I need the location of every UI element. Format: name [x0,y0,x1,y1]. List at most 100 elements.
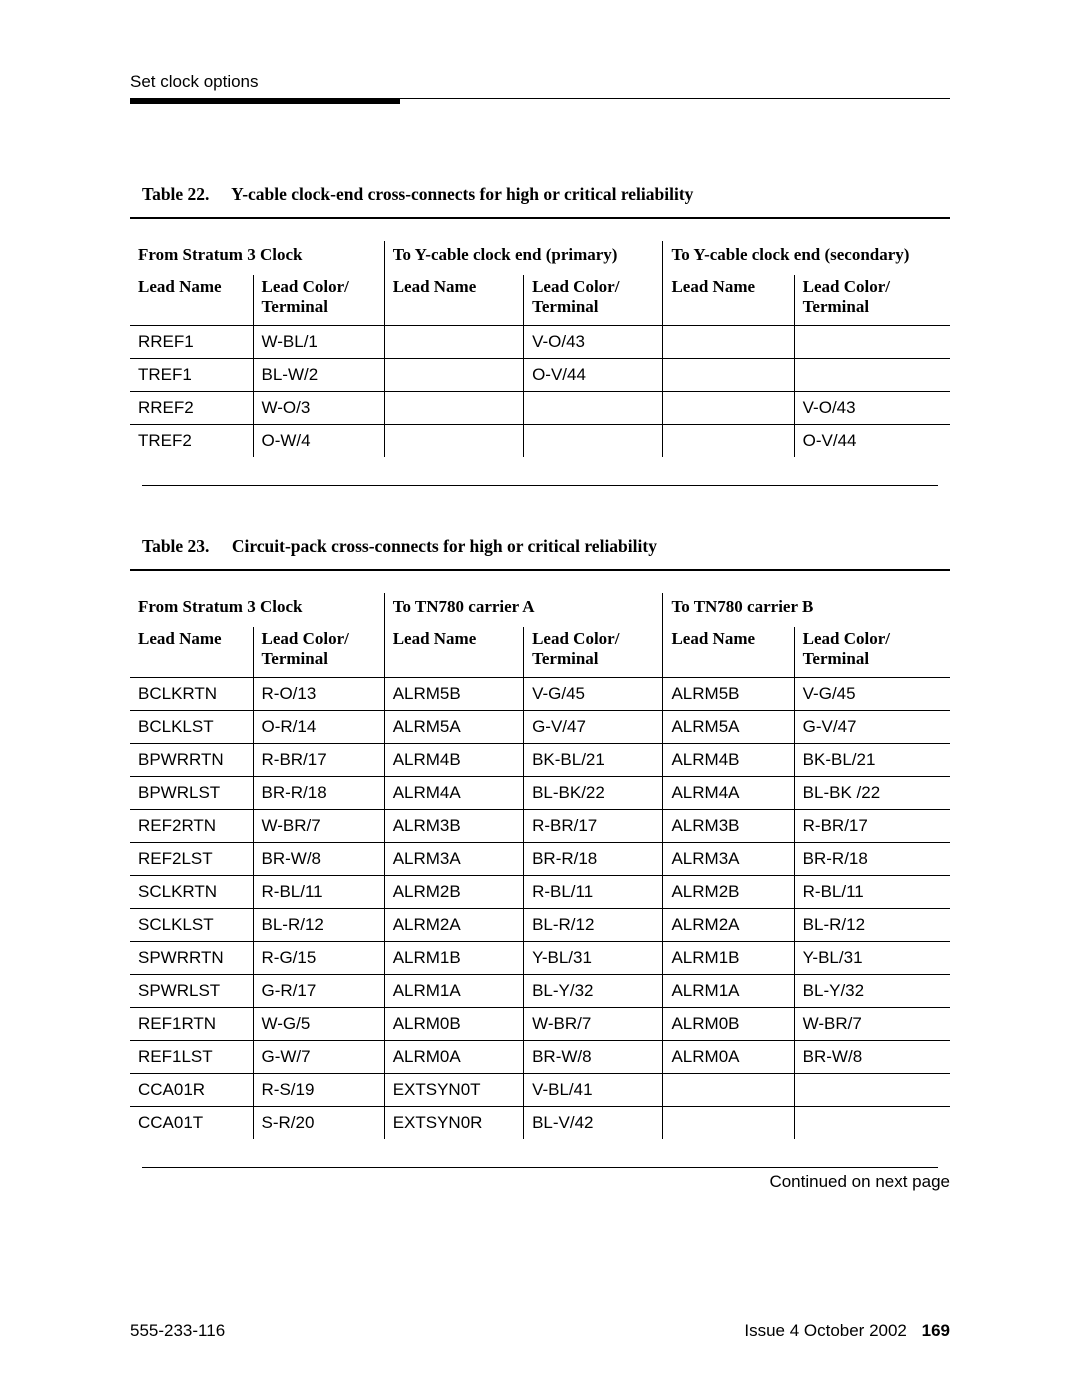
table-cell: O-W/4 [253,425,384,458]
table-cell [524,392,663,425]
table-cell: V-G/45 [794,678,950,711]
table-cell: ALRM1A [384,975,523,1008]
table-22-col-header-row: Lead NameLead Color/ TerminalLead NameLe… [130,275,950,326]
table-cell: BL-BK /22 [794,777,950,810]
table-cell: BK-BL/21 [524,744,663,777]
table-cell: ALRM0B [663,1008,794,1041]
table-22-body: RREF1W-BL/1V-O/43TREF1BL-W/2O-V/44RREF2W… [130,326,950,458]
table-cell: SPWRRTN [130,942,253,975]
table-22: From Stratum 3 ClockTo Y-cable clock end… [130,241,950,457]
table-cell: BCLKLST [130,711,253,744]
table-cell: BL-V/42 [524,1107,663,1140]
table-cell: SCLKRTN [130,876,253,909]
table-row: REF2RTNW-BR/7ALRM3BR-BR/17ALRM3BR-BR/17 [130,810,950,843]
table-cell: V-O/43 [794,392,950,425]
table-cell: REF1LST [130,1041,253,1074]
table-cell: R-BL/11 [794,876,950,909]
col-header-cell: Lead Name [663,275,794,326]
table-cell: BR-W/8 [794,1041,950,1074]
col-header-cell: Lead Color/ Terminal [524,275,663,326]
table-cell: BK-BL/21 [794,744,950,777]
table-cell: BR-R/18 [794,843,950,876]
table-cell: R-BL/11 [524,876,663,909]
table-cell [663,425,794,458]
table-cell: BPWRLST [130,777,253,810]
col-header-cell: Lead Name [130,627,253,678]
group-header-cell: To TN780 carrier A [384,593,663,627]
table-cell: BCLKRTN [130,678,253,711]
table-cell: BL-Y/32 [794,975,950,1008]
table-row: REF1LSTG-W/7ALRM0ABR-W/8ALRM0ABR-W/8 [130,1041,950,1074]
table-cell: BL-BK/22 [524,777,663,810]
table-row: BPWRLSTBR-R/18ALRM4ABL-BK/22ALRM4ABL-BK … [130,777,950,810]
table-cell [384,326,523,359]
col-header-cell: Lead Color/ Terminal [794,627,950,678]
table-cell: BL-Y/32 [524,975,663,1008]
table-cell: ALRM4A [384,777,523,810]
table-cell [794,359,950,392]
table-23-caption-label: Table 23. [142,536,209,557]
table-row: SPWRRTNR-G/15ALRM1BY-BL/31ALRM1BY-BL/31 [130,942,950,975]
table-22-block: Table 22. Y-cable clock-end cross-connec… [130,184,950,486]
table-cell: G-V/47 [794,711,950,744]
table-cell: BR-R/18 [524,843,663,876]
table-cell: O-V/44 [524,359,663,392]
table-cell: BL-R/12 [524,909,663,942]
table-cell [384,392,523,425]
table-23-block: Table 23. Circuit-pack cross-connects fo… [130,536,950,1192]
table-cell: TREF1 [130,359,253,392]
table-cell: R-BR/17 [253,744,384,777]
table-cell [663,326,794,359]
header-rule-thick [130,99,400,104]
page-footer: 555-233-116 Issue 4 October 2002 169 [130,1321,950,1341]
col-header-cell: Lead Color/ Terminal [253,275,384,326]
table-23-caption-text: Circuit-pack cross-connects for high or … [232,536,657,556]
table-cell: BPWRRTN [130,744,253,777]
table-cell: ALRM1B [663,942,794,975]
table-cell: RREF1 [130,326,253,359]
table-cell: R-G/15 [253,942,384,975]
table-cell: ALRM5B [384,678,523,711]
page: Set clock options Table 22. Y-cable cloc… [0,0,1080,1397]
table-cell: ALRM5B [663,678,794,711]
table-row: SPWRLSTG-R/17ALRM1ABL-Y/32ALRM1ABL-Y/32 [130,975,950,1008]
col-header-cell: Lead Name [130,275,253,326]
table-cell: Y-BL/31 [794,942,950,975]
table-cell: ALRM2B [384,876,523,909]
table-cell: REF2RTN [130,810,253,843]
table-cell: EXTSYN0T [384,1074,523,1107]
table-cell [794,1074,950,1107]
table-cell: BR-W/8 [524,1041,663,1074]
table-cell: W-O/3 [253,392,384,425]
footer-page-number: 169 [922,1321,950,1340]
group-header-cell: From Stratum 3 Clock [130,593,384,627]
table-cell: G-V/47 [524,711,663,744]
table-cell: TREF2 [130,425,253,458]
table-22-caption-rule [130,217,950,219]
col-header-cell: Lead Color/ Terminal [253,627,384,678]
table-cell: RREF2 [130,392,253,425]
table-cell: G-R/17 [253,975,384,1008]
table-cell: R-BR/17 [524,810,663,843]
footer-issue-page: Issue 4 October 2002 169 [744,1321,950,1341]
table-row: TREF2O-W/4O-V/44 [130,425,950,458]
table-row: CCA01RR-S/19EXTSYN0TV-BL/41 [130,1074,950,1107]
table-cell [663,1107,794,1140]
table-row: BPWRRTNR-BR/17ALRM4BBK-BL/21ALRM4BBK-BL/… [130,744,950,777]
table-23-body: BCLKRTNR-O/13ALRM5BV-G/45ALRM5BV-G/45BCL… [130,678,950,1140]
table-row: BCLKRTNR-O/13ALRM5BV-G/45ALRM5BV-G/45 [130,678,950,711]
table-23-group-header-row: From Stratum 3 ClockTo TN780 carrier ATo… [130,593,950,627]
col-header-cell: Lead Color/ Terminal [794,275,950,326]
table-cell: Y-BL/31 [524,942,663,975]
table-23-caption: Table 23. Circuit-pack cross-connects fo… [142,536,950,557]
table-cell [663,1074,794,1107]
table-cell: ALRM5A [663,711,794,744]
col-header-cell: Lead Name [663,627,794,678]
table-cell [663,392,794,425]
table-cell: BR-R/18 [253,777,384,810]
table-cell: ALRM0A [384,1041,523,1074]
table-cell: W-BL/1 [253,326,384,359]
table-cell: ALRM0B [384,1008,523,1041]
table-cell: BL-R/12 [794,909,950,942]
page-header: Set clock options [130,72,950,104]
